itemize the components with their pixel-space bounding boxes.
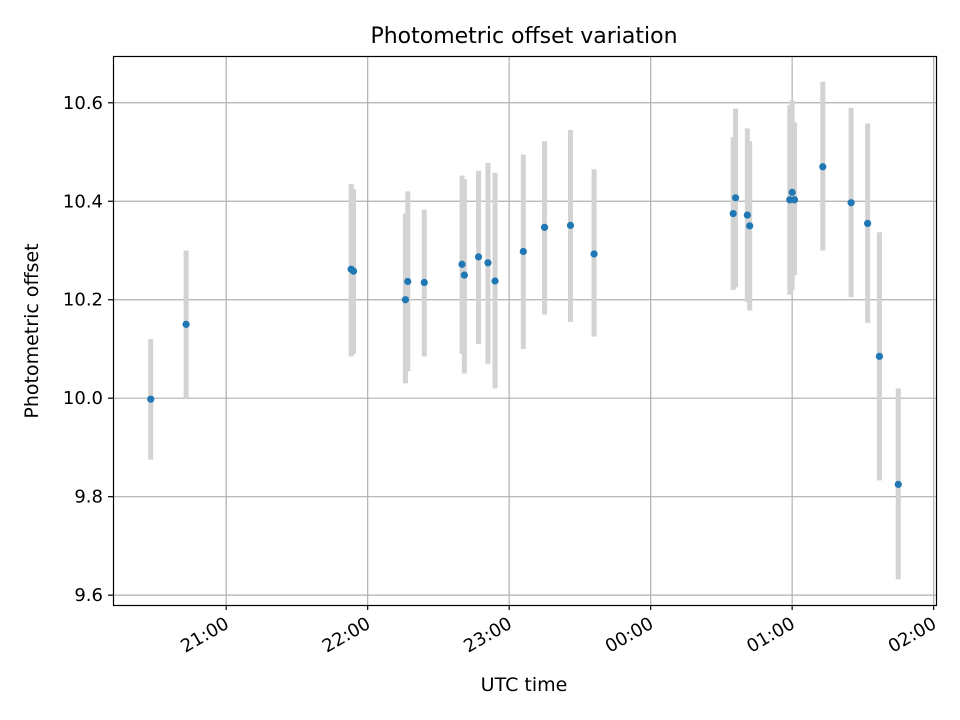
data-point bbox=[182, 320, 190, 328]
data-point bbox=[458, 260, 466, 268]
y-tick-label: 10.4 bbox=[63, 191, 103, 212]
x-axis-label: UTC time bbox=[481, 674, 568, 696]
x-tick-label: 01:00 bbox=[743, 613, 798, 657]
data-point bbox=[349, 267, 358, 275]
data-points bbox=[147, 163, 902, 488]
error-bars bbox=[148, 81, 901, 580]
y-tick-label: 10.2 bbox=[63, 290, 103, 311]
data-point bbox=[484, 259, 492, 267]
y-tick-label: 9.8 bbox=[74, 487, 103, 508]
x-tick-label: 21:00 bbox=[177, 613, 232, 657]
y-axis-label: Photometric offset bbox=[21, 243, 43, 418]
data-point bbox=[147, 395, 155, 403]
data-point bbox=[731, 194, 740, 202]
data-point bbox=[790, 196, 799, 204]
data-point bbox=[566, 221, 575, 229]
data-point bbox=[847, 199, 855, 207]
data-point bbox=[420, 278, 428, 287]
plot-frame bbox=[112, 55, 938, 607]
y-tick-label: 10.6 bbox=[63, 93, 103, 114]
y-tick-label: 10.0 bbox=[63, 388, 103, 409]
data-point bbox=[729, 209, 737, 218]
data-point bbox=[788, 188, 796, 196]
chart-title: Photometric offset variation bbox=[370, 24, 677, 49]
x-tick-label: 22:00 bbox=[319, 613, 374, 657]
x-tick-label: 02:00 bbox=[885, 613, 940, 657]
y-axis-ticks: 9.6 9.8 10.0 10.2 10.4 10.6 bbox=[63, 93, 113, 606]
data-point bbox=[540, 223, 549, 231]
data-point bbox=[519, 247, 527, 256]
data-point bbox=[746, 222, 754, 230]
data-point bbox=[819, 163, 827, 171]
data-point bbox=[894, 480, 902, 488]
data-point bbox=[864, 219, 872, 228]
grid bbox=[113, 56, 936, 605]
data-point bbox=[875, 352, 884, 360]
x-tick-label: 23:00 bbox=[460, 613, 515, 657]
data-point bbox=[460, 271, 468, 279]
data-point bbox=[590, 250, 598, 258]
data-point bbox=[401, 296, 410, 304]
x-tick-label: 00:00 bbox=[602, 613, 657, 657]
data-point bbox=[491, 277, 499, 285]
data-point bbox=[404, 277, 412, 286]
data-point bbox=[743, 211, 751, 219]
data-point bbox=[474, 253, 483, 261]
x-axis-ticks: 21:00 22:00 23:00 00:00 01:00 02:00 bbox=[177, 605, 940, 657]
y-tick-label: 9.6 bbox=[74, 585, 103, 606]
